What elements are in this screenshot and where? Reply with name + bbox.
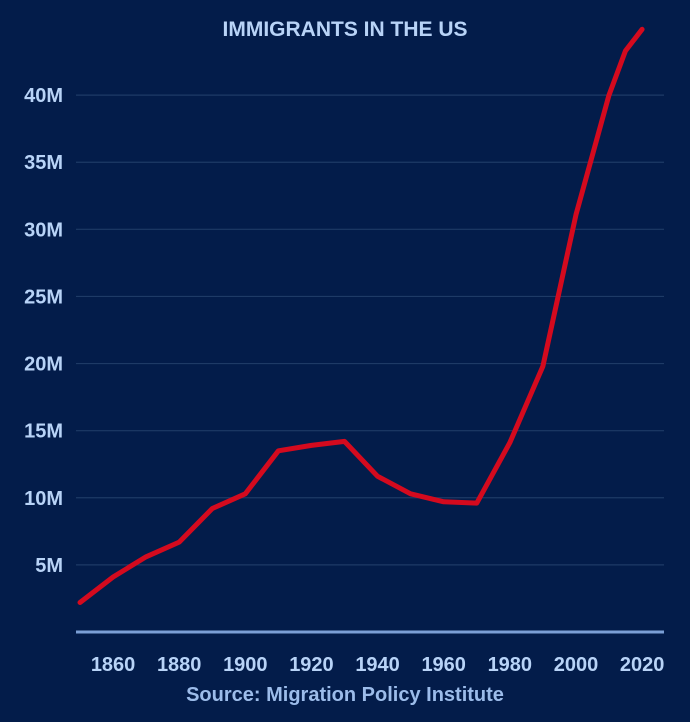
- y-tick-label: 40M: [24, 85, 63, 107]
- x-tick-label: 2020: [620, 654, 665, 676]
- x-tick-label: 1960: [421, 654, 466, 676]
- x-tick-label: 1920: [289, 654, 334, 676]
- x-tick-label: 1940: [355, 654, 400, 676]
- x-tick-label: 1880: [157, 654, 202, 676]
- source-note: Source: Migration Policy Institute: [186, 684, 504, 706]
- y-tick-label: 25M: [24, 286, 63, 308]
- x-axis-ticks: 1860 1880 1900 1920 1940 1960 1980 2000 2020: [91, 654, 665, 676]
- x-tick-label: 1860: [91, 654, 136, 676]
- x-tick-label: 2000: [554, 654, 599, 676]
- y-tick-label: 5M: [35, 555, 63, 577]
- y-tick-label: 35M: [24, 152, 63, 174]
- series-group: [77, 26, 645, 605]
- gridlines: [76, 94, 664, 566]
- y-tick-label: 10M: [24, 488, 63, 510]
- x-tick-label: 1900: [223, 654, 268, 676]
- y-axis-ticks: 5M 10M 15M 20M 25M 30M 35M 40M: [24, 85, 63, 577]
- chart-title: IMMIGRANTS IN THE US: [223, 18, 468, 41]
- y-tick-label: 15M: [24, 421, 63, 443]
- y-tick-label: 20M: [24, 354, 63, 376]
- series-line-immigrants: [77, 26, 645, 605]
- y-tick-label: 30M: [24, 219, 63, 241]
- x-tick-label: 1980: [488, 654, 533, 676]
